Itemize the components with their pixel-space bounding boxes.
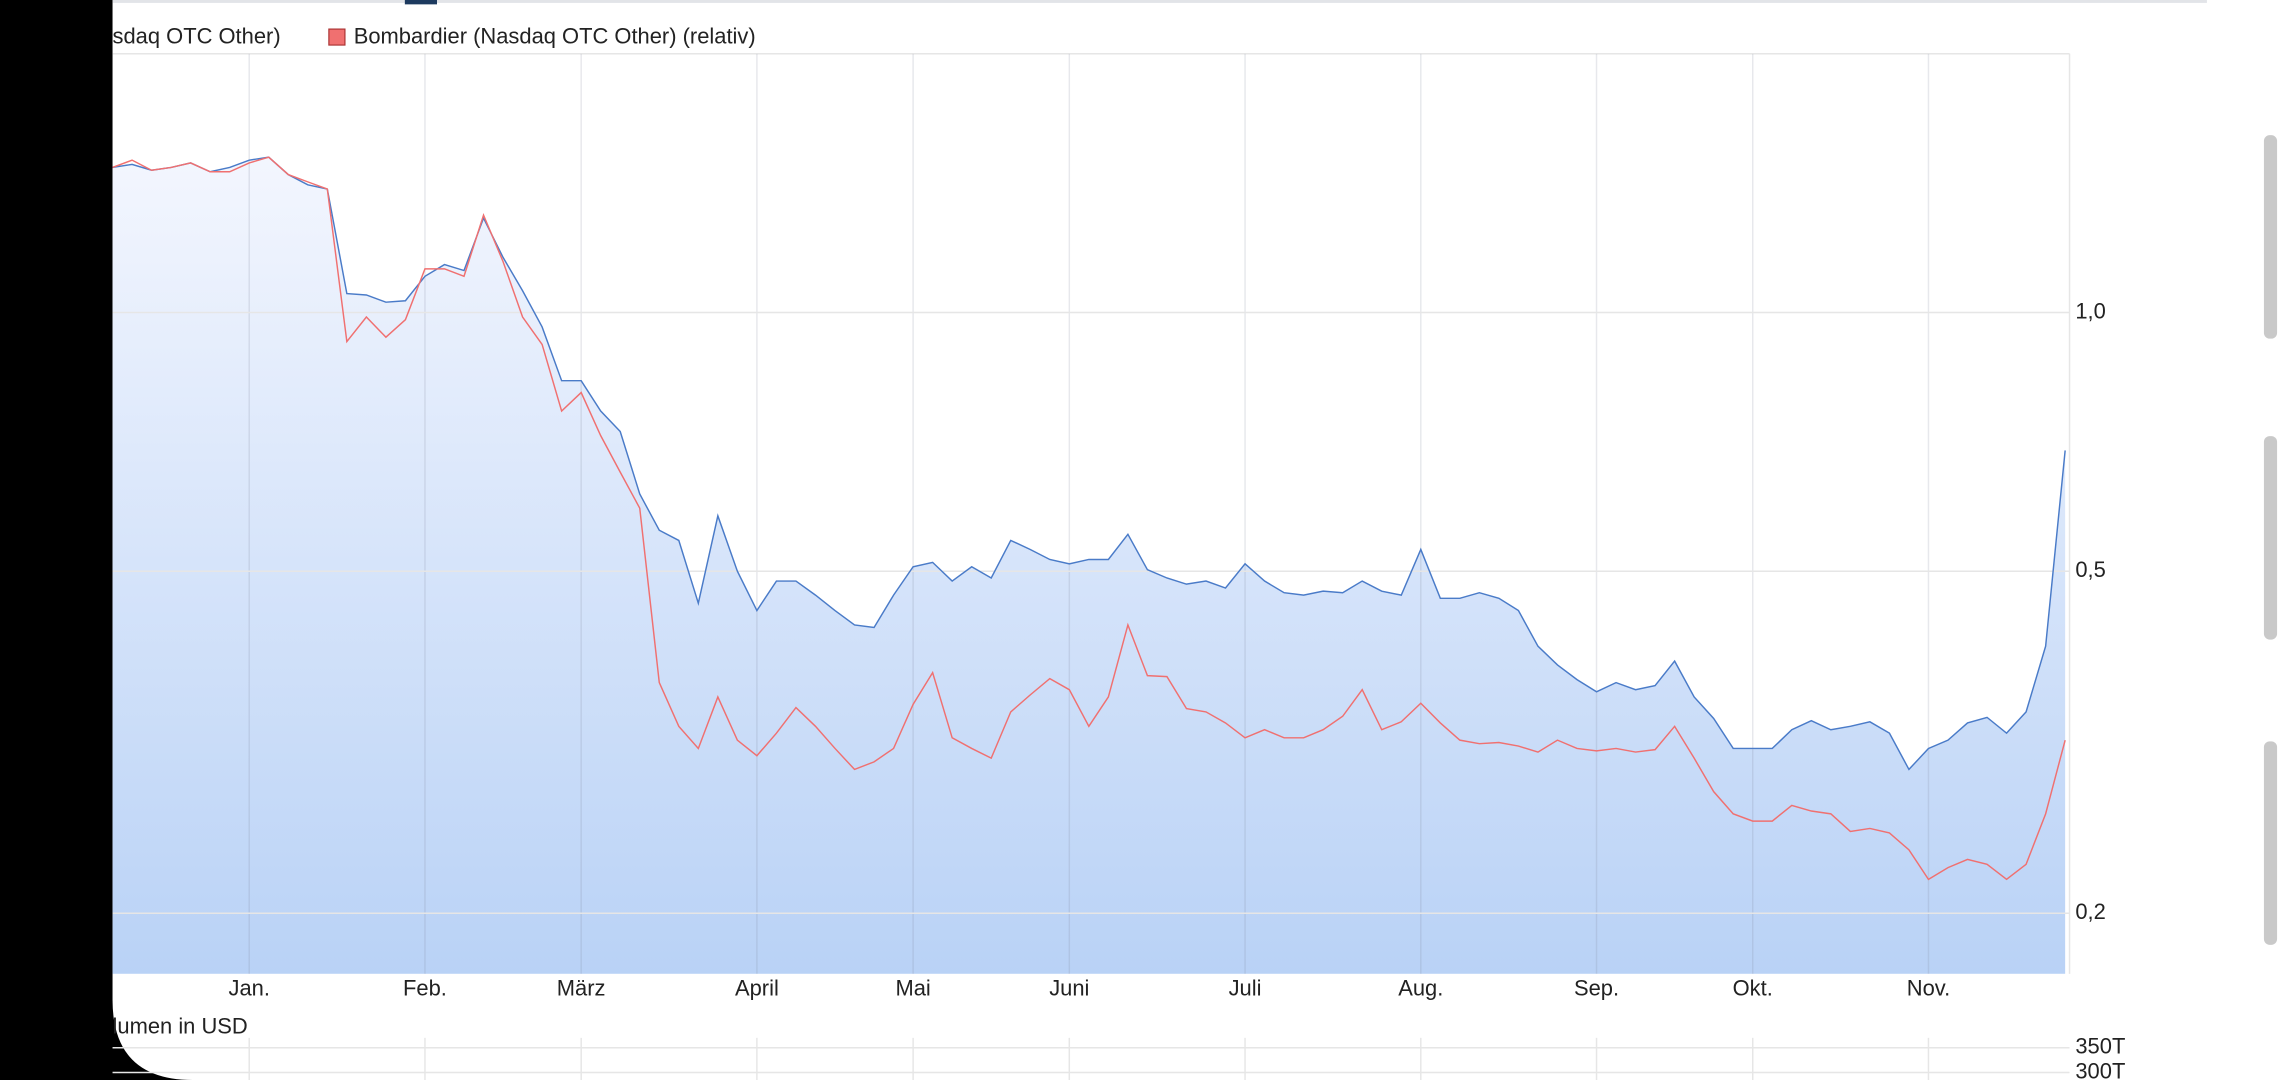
x-tick-label: Juni [1049,976,1089,1001]
y-tick-label: 1,0 [2075,298,2105,323]
top-rule [112,0,2207,3]
x-tick-label: März [557,976,606,1001]
x-tick-label: Nov. [1907,976,1950,1001]
y-tick-label: 0,2 [2075,899,2105,924]
scrollbar[interactable] [2263,436,2278,640]
x-tick-label: April [735,976,779,1001]
grid [112,53,2070,974]
y-tick-label: 300T [2075,1058,2125,1080]
scrollbar[interactable] [2263,741,2278,945]
y-tick-label: 0,5 [2075,557,2105,582]
tab-indicator[interactable] [404,0,437,5]
x-tick-label: Mai [895,976,930,1001]
price-chart: 1,0 0,5 0,2 Jan. Feb. März April Mai Juni Juli Aug… [112,24,2125,1080]
x-tick-label: Okt. [1733,976,1773,1001]
x-tick-label: Jan. [229,976,270,1001]
legend-label: sdaq OTC Other) [113,24,281,49]
series-line [112,156,2066,881]
panel-title: lumen in USD [113,1013,248,1038]
legend-swatch [328,28,346,46]
x-tick-label: Aug. [1398,976,1443,1001]
y-tick-label: 350T [2075,1034,2125,1059]
x-tick-label: Sep. [1574,976,1619,1001]
legend-label: Bombardier (Nasdaq OTC Other) (relativ) [354,24,756,49]
x-tick-label: Feb. [403,976,447,1001]
series-area [112,157,2066,974]
x-tick-label: Juli [1229,976,1262,1001]
plot-area [112,53,2070,974]
scrollbar[interactable] [2263,135,2278,339]
